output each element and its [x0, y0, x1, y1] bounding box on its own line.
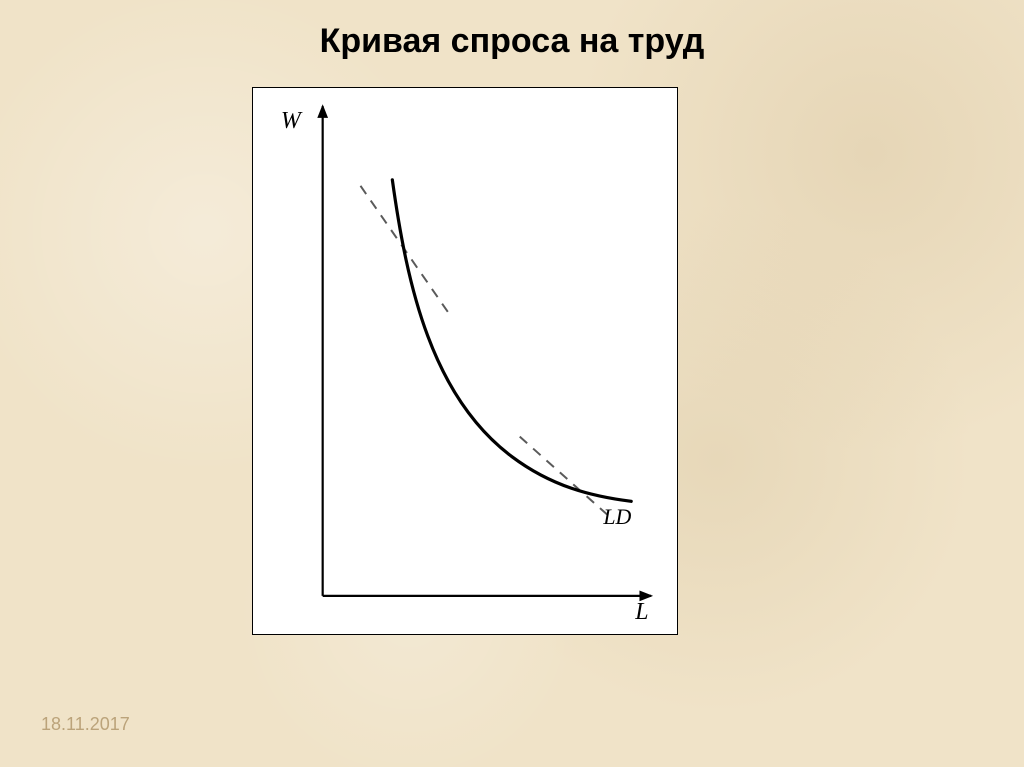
y-axis-arrow [317, 104, 328, 118]
y-axis-label: W [281, 108, 303, 134]
demand-curve-chart: W L LD [252, 87, 678, 635]
slide-date: 18.11.2017 [41, 714, 130, 735]
slide-title: Кривая спроса на труд [0, 22, 1024, 61]
curve-label: LD [602, 504, 631, 529]
chart-svg: W L LD [253, 88, 677, 634]
demand-curve [392, 180, 631, 501]
slide: Кривая спроса на труд W L LD 18.11.2017 [0, 0, 1024, 767]
x-axis-label: L [634, 599, 648, 625]
tangent-line-1 [520, 437, 612, 519]
